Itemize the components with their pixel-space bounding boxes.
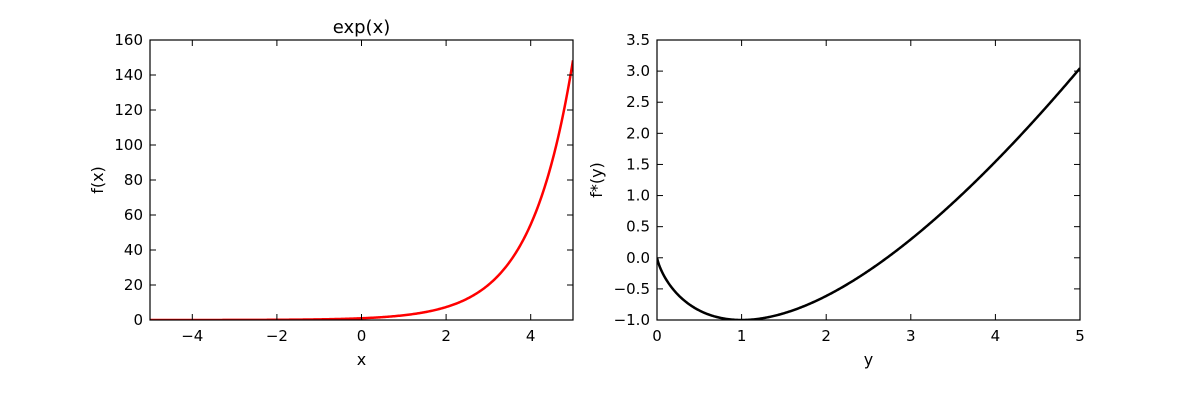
x-tick-label: −2 bbox=[266, 327, 288, 345]
x-axis-label: x bbox=[357, 350, 366, 369]
x-tick-label: 1 bbox=[737, 327, 747, 345]
y-axis-label: f(x) bbox=[88, 166, 107, 194]
y-tick-label: 100 bbox=[114, 136, 143, 154]
y-tick-label: 80 bbox=[124, 171, 143, 189]
y-tick-label: 2.0 bbox=[626, 124, 650, 142]
x-tick-label: 4 bbox=[526, 327, 536, 345]
y-tick-label: 0.0 bbox=[626, 249, 650, 267]
y-axis-label: f*(y) bbox=[587, 162, 606, 198]
y-tick-label: 120 bbox=[114, 101, 143, 119]
y-tick-label: 40 bbox=[124, 241, 143, 259]
x-tick-label: −4 bbox=[181, 327, 203, 345]
plot-frame bbox=[149, 39, 574, 321]
x-tick-label: 3 bbox=[906, 327, 916, 345]
series-line-1-0 bbox=[657, 67, 1080, 320]
y-tick-label: 0.5 bbox=[626, 218, 650, 236]
y-tick-label: 1.5 bbox=[626, 155, 650, 173]
x-tick-label: 2 bbox=[441, 327, 451, 345]
y-tick-label: 60 bbox=[124, 206, 143, 224]
right-chart-conjugate: 0 1 2 3 4 5 −1.0 −0.5 0.0 0.5 1.0 1.5 2.0 2.5 3.0 3.5 y f… bbox=[587, 31, 1085, 369]
x-tick-label: 2 bbox=[821, 327, 831, 345]
x-tick-label: 0 bbox=[652, 327, 662, 345]
y-tick-label: 20 bbox=[124, 276, 143, 294]
series-line-0-0 bbox=[150, 60, 573, 320]
chart-title: exp(x) bbox=[333, 17, 391, 38]
y-tick-label: 3.5 bbox=[626, 31, 650, 49]
y-tick-label: −0.5 bbox=[614, 280, 650, 298]
y-tick-label: 160 bbox=[114, 31, 143, 49]
x-axis-label: y bbox=[864, 350, 873, 369]
plot-frame bbox=[656, 39, 1081, 321]
y-tick-label: 3.0 bbox=[626, 62, 650, 80]
x-tick-label: 5 bbox=[1075, 327, 1085, 345]
y-tick-label: −1.0 bbox=[614, 311, 650, 329]
x-tick-label: 0 bbox=[357, 327, 367, 345]
x-tick-label: 4 bbox=[991, 327, 1001, 345]
y-tick-label: 0 bbox=[133, 311, 143, 329]
y-tick-label: 140 bbox=[114, 66, 143, 84]
y-tick-label: 1.0 bbox=[626, 187, 650, 205]
y-tick-label: 2.5 bbox=[626, 93, 650, 111]
